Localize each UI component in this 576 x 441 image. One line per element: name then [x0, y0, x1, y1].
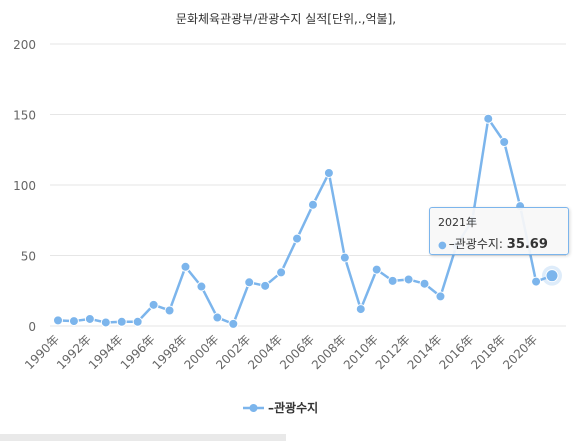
x-tick-label: 1990年 [22, 332, 62, 372]
y-tick-label: 0 [28, 320, 36, 334]
x-tick-label: 2006年 [277, 332, 317, 372]
tooltip-category: 2021年 [438, 216, 477, 229]
horizontal-scrollbar[interactable] [0, 434, 286, 441]
data-point[interactable] [84, 313, 95, 324]
data-point[interactable] [180, 261, 191, 272]
legend-marker-icon [249, 404, 258, 412]
x-tick-label: 1992年 [54, 332, 94, 372]
tooltip-separator: : [498, 237, 503, 251]
x-axis-tick-labels: 1990年1992年1994年1996年1998年2000年2002年2004年… [22, 332, 540, 372]
tooltip: 2021年 ● –관광수지: 35.69 [429, 207, 569, 255]
x-tick-label: 2004年 [245, 332, 285, 372]
data-point[interactable] [68, 316, 79, 327]
grid-lines [50, 43, 566, 327]
data-point[interactable] [244, 277, 255, 288]
data-point[interactable] [371, 264, 382, 275]
x-tick-label: 2016年 [436, 332, 476, 372]
x-tick-label: 2018年 [468, 332, 508, 372]
data-point[interactable] [387, 275, 398, 286]
data-point-hovered[interactable] [545, 269, 559, 283]
y-tick-label: 150 [13, 109, 36, 123]
data-point[interactable] [292, 233, 303, 244]
tooltip-dot-icon: ● [438, 240, 447, 251]
data-point[interactable] [276, 267, 287, 278]
chart-title: 문화체육관광부/관광수지 실적[단위,.,억불], [176, 12, 396, 26]
data-point[interactable] [419, 278, 430, 289]
x-tick-label: 2020年 [500, 332, 540, 372]
y-tick-label: 200 [13, 38, 36, 52]
data-point[interactable] [164, 305, 175, 316]
data-point[interactable] [531, 276, 542, 287]
data-point[interactable] [148, 299, 159, 310]
data-point[interactable] [116, 316, 127, 327]
legend-label: –관광수지 [268, 400, 318, 415]
tooltip-row: ● –관광수지: 35.69 [438, 235, 560, 252]
y-tick-label: 50 [21, 250, 36, 264]
data-point[interactable] [53, 315, 63, 326]
x-tick-label: 2012年 [373, 332, 413, 372]
tooltip-value: 35.69 [506, 237, 548, 252]
data-point[interactable] [499, 136, 510, 147]
data-point[interactable] [435, 291, 446, 302]
data-point[interactable] [132, 316, 143, 327]
data-point[interactable] [483, 113, 494, 124]
data-point[interactable] [260, 280, 271, 291]
x-tick-label: 2010年 [341, 332, 381, 372]
x-tick-label: 2000年 [181, 332, 221, 372]
data-point[interactable] [323, 168, 334, 179]
x-tick-label: 1998年 [150, 332, 190, 372]
x-tick-label: 2014年 [405, 332, 445, 372]
y-axis-tick-labels: 0 50 100 150 200 [13, 38, 36, 334]
data-point[interactable] [228, 318, 239, 329]
tooltip-series-name: –관광수지 [448, 237, 499, 251]
x-tick-label: 2002年 [213, 332, 253, 372]
x-tick-label: 1994年 [86, 332, 126, 372]
x-tick-label: 1996年 [118, 332, 158, 372]
legend[interactable]: –관광수지 [243, 400, 318, 415]
data-point[interactable] [339, 252, 350, 263]
data-point[interactable] [355, 304, 366, 315]
y-tick-label: 100 [13, 179, 36, 193]
data-point[interactable] [212, 312, 223, 323]
data-point[interactable] [196, 281, 207, 292]
data-point[interactable] [100, 317, 111, 328]
data-point[interactable] [307, 199, 318, 210]
x-tick-label: 2008年 [309, 332, 349, 372]
data-point[interactable] [403, 274, 414, 285]
